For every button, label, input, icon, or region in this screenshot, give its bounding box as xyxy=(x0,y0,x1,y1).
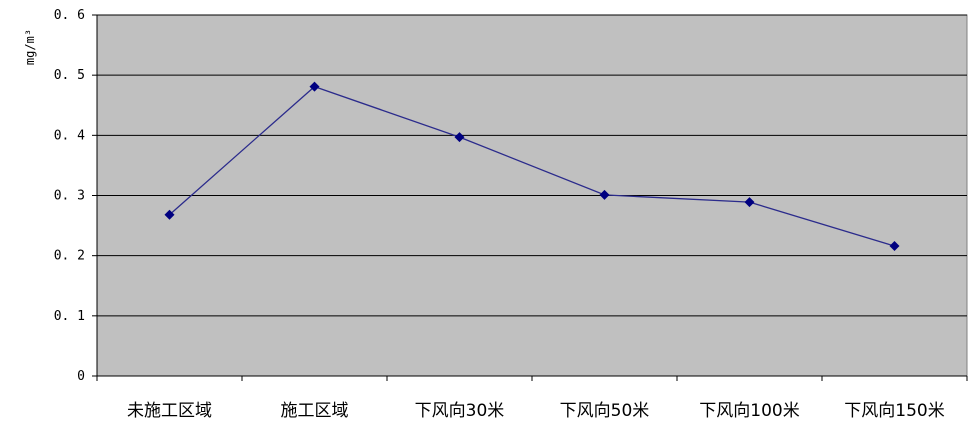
data-point-marker xyxy=(164,209,175,220)
data-point-marker xyxy=(454,132,465,143)
y-tick-label: 0. 5 xyxy=(54,68,85,83)
y-tick-label: 0. 3 xyxy=(54,189,85,204)
data-point-marker xyxy=(599,189,610,200)
data-point-marker xyxy=(309,81,320,92)
y-tick-label: 0. 2 xyxy=(54,249,85,264)
x-tick-label: 下风向50米 xyxy=(560,401,650,421)
y-axis: 0 0. 1 0. 2 0. 3 0. 4 0. 5 0. 6 xyxy=(54,8,98,384)
series-line xyxy=(169,85,895,247)
x-tick-label: 下风向150米 xyxy=(844,401,944,421)
x-axis: 未施工区域 施工区域 下风向30米 下风向50米 下风向100米 下风向150米 xyxy=(96,375,968,421)
series-line-group xyxy=(164,81,900,252)
x-tick-label: 下风向100米 xyxy=(699,401,799,421)
y-tick-label: 0 xyxy=(77,369,85,384)
gridlines xyxy=(97,14,967,317)
data-point-marker xyxy=(744,197,755,208)
x-tick-label: 下风向30米 xyxy=(415,401,505,421)
y-tick-label: 0. 6 xyxy=(54,8,85,23)
y-axis-label: mg/m³ xyxy=(23,29,37,65)
y-tick-label: 0. 4 xyxy=(54,128,85,143)
x-tick-label: 未施工区域 xyxy=(127,401,212,421)
x-tick-label: 施工区域 xyxy=(281,401,349,421)
data-point-marker xyxy=(889,241,900,252)
y-tick-label: 0. 1 xyxy=(54,309,85,324)
